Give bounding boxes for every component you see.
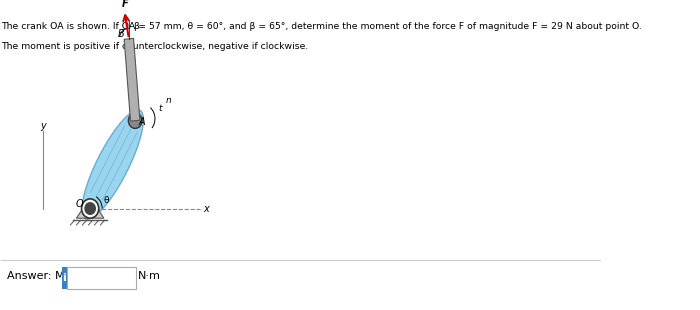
Text: n: n [165, 96, 171, 105]
Circle shape [85, 203, 95, 214]
Polygon shape [76, 210, 104, 218]
Text: N·m: N·m [138, 271, 161, 281]
Polygon shape [82, 110, 144, 219]
Text: θ: θ [104, 196, 109, 205]
FancyBboxPatch shape [67, 268, 136, 289]
Text: i: i [62, 273, 66, 283]
Circle shape [128, 113, 142, 128]
Text: β: β [133, 22, 139, 31]
Text: Answer: M₀ =: Answer: M₀ = [7, 271, 82, 281]
Polygon shape [124, 38, 140, 121]
FancyBboxPatch shape [62, 268, 67, 289]
Text: y: y [40, 121, 46, 131]
Text: A: A [139, 117, 146, 127]
Text: x: x [204, 204, 209, 214]
Text: B: B [118, 29, 125, 39]
Text: F: F [122, 0, 128, 9]
Text: O: O [76, 199, 83, 209]
Text: The crank OA is shown. If OA = 57 mm, θ = 60°, and β = 65°, determine the moment: The crank OA is shown. If OA = 57 mm, θ … [1, 22, 642, 31]
Text: t: t [158, 104, 162, 113]
Circle shape [82, 199, 99, 218]
Text: The moment is positive if counterclockwise, negative if clockwise.: The moment is positive if counterclockwi… [1, 42, 308, 51]
